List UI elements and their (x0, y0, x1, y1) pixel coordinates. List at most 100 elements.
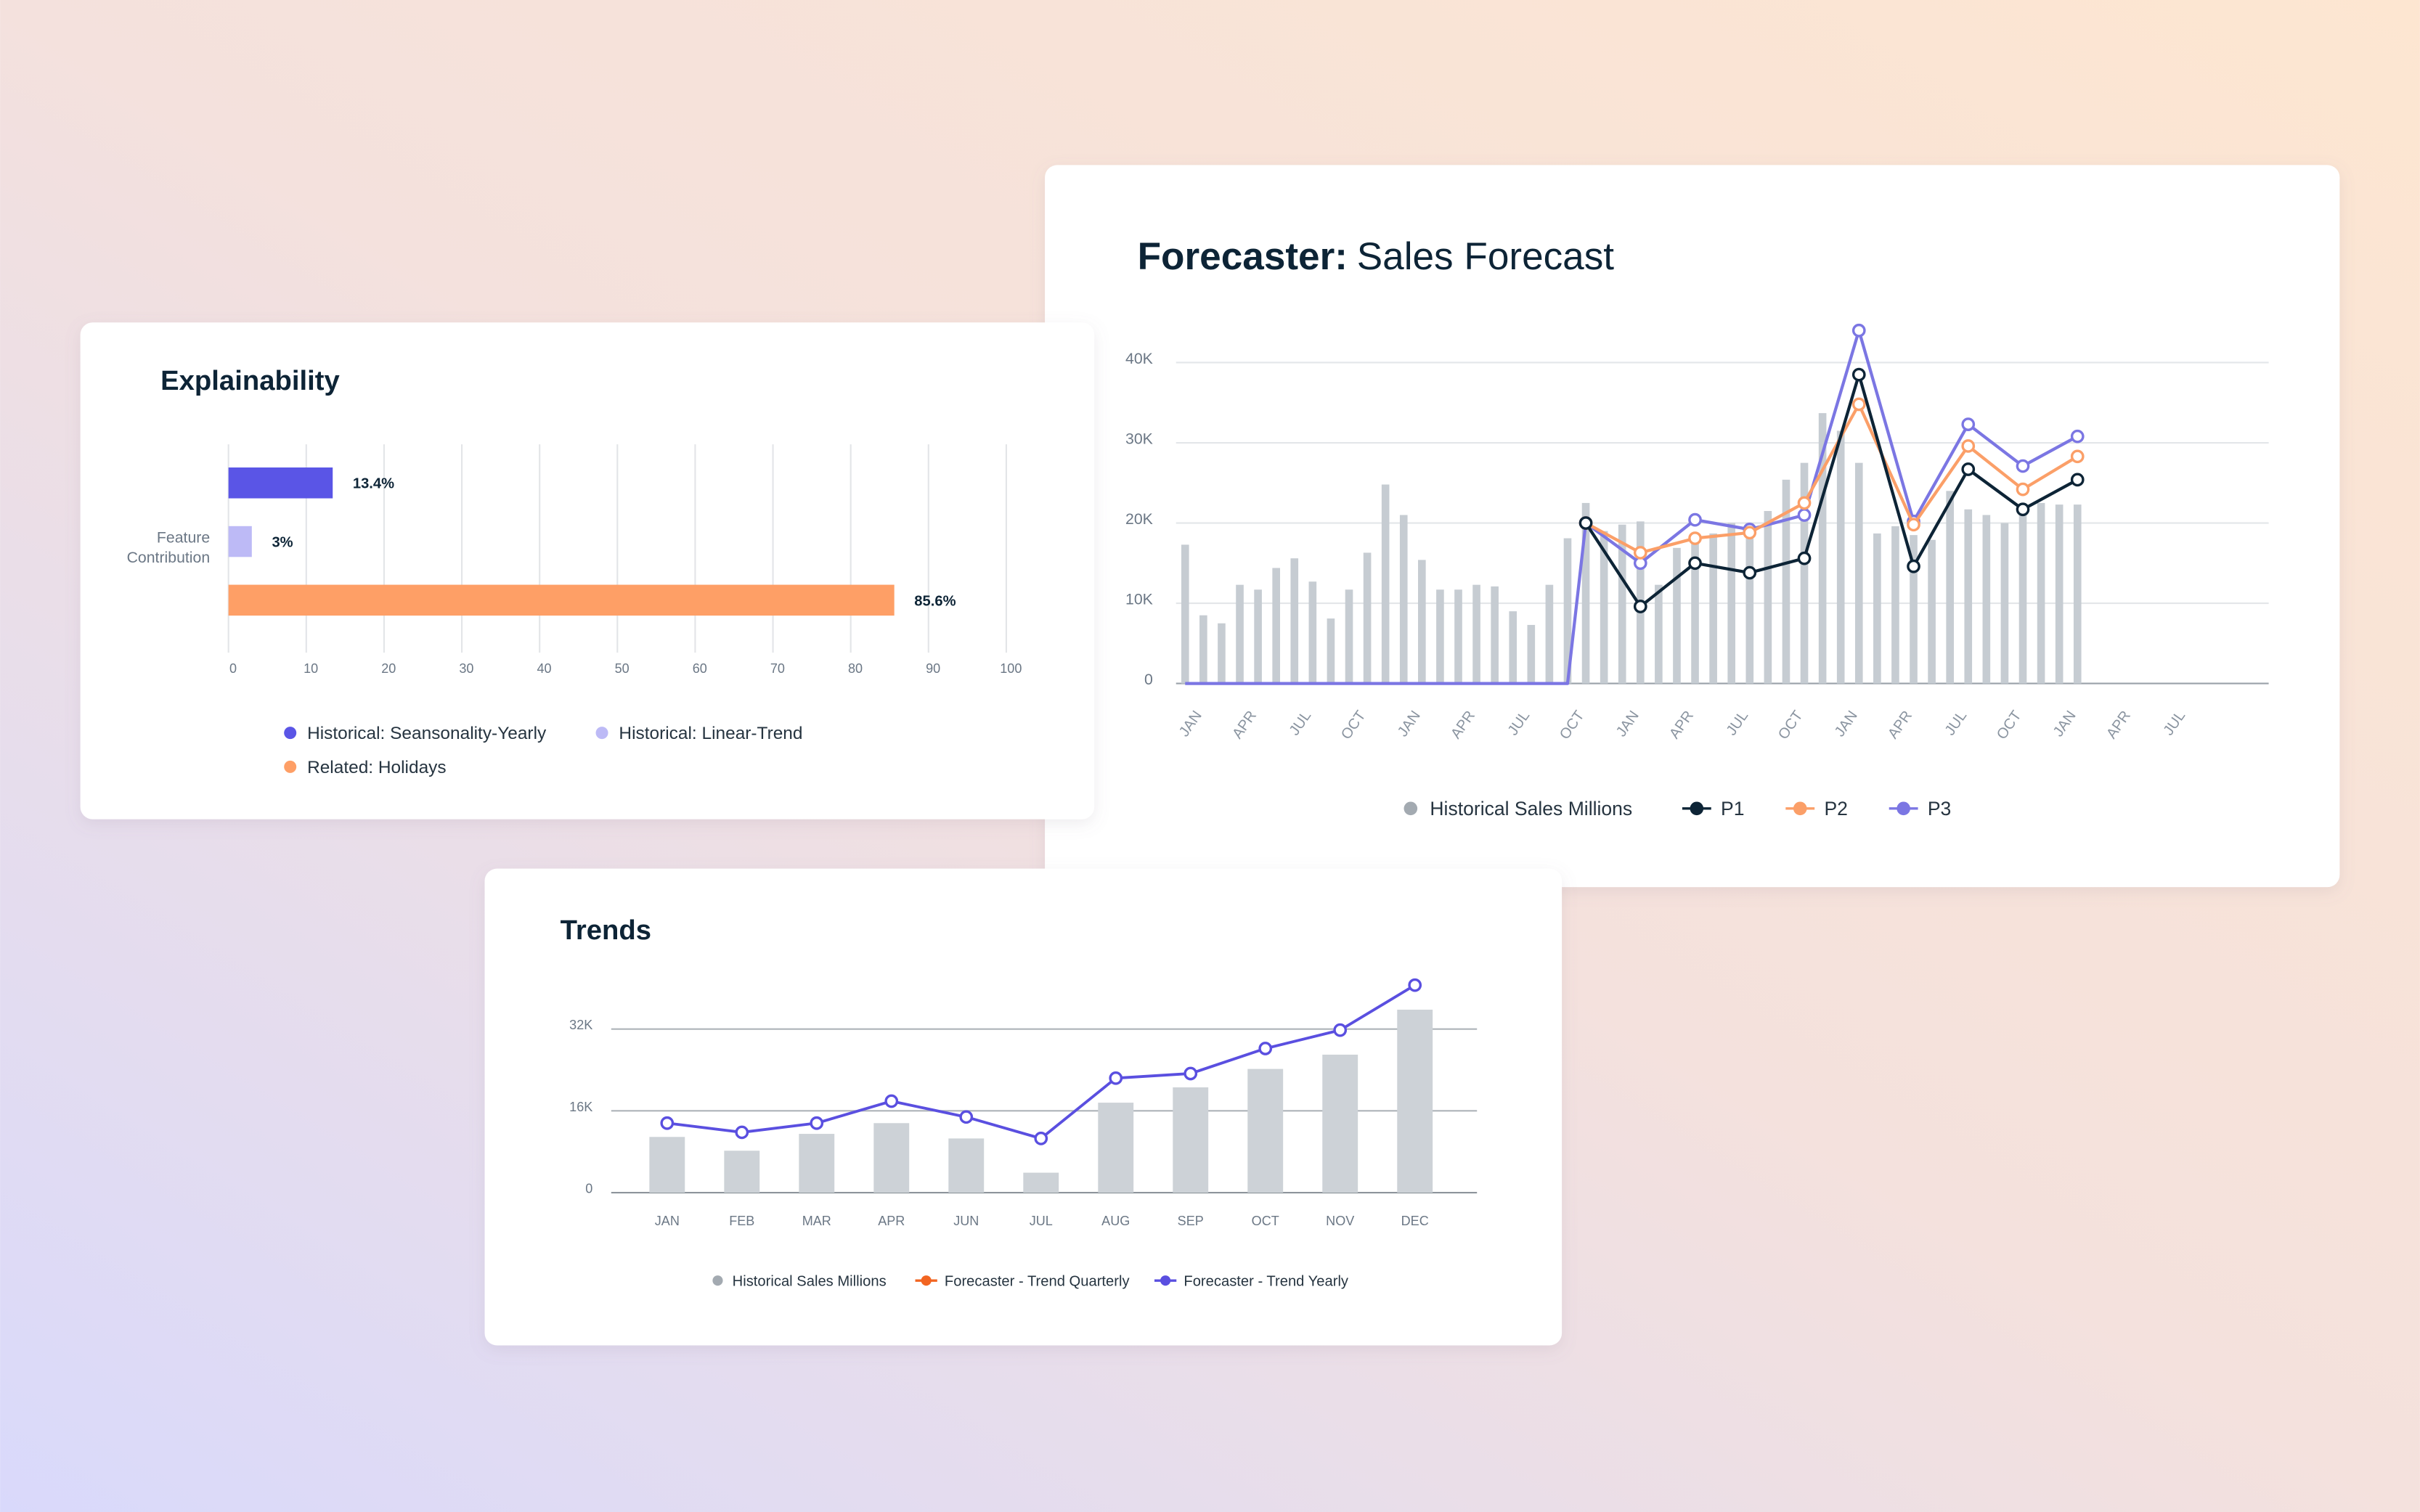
bar (1023, 1172, 1059, 1193)
legend-label: Historical Sales Millions (1430, 798, 1632, 820)
point (1851, 367, 1866, 382)
bar (1982, 515, 1991, 684)
x-tick-label: JUN (953, 1214, 979, 1228)
bar (1946, 491, 1954, 684)
legend-label: Forecaster - Trend Quarterly (945, 1274, 1130, 1290)
bar (1600, 531, 1608, 684)
bar (2073, 504, 2082, 684)
bar (1436, 589, 1444, 684)
bar (1581, 502, 1590, 684)
legend-label: P1 (1721, 798, 1744, 820)
bar (1491, 586, 1499, 684)
point (1034, 1132, 1048, 1145)
bar (1098, 1103, 1134, 1193)
point (1851, 397, 1866, 412)
x-tick-label: 60 (693, 661, 707, 676)
bar (1563, 538, 1572, 684)
bar (1727, 523, 1736, 684)
legend-marker (284, 760, 297, 773)
bar (1363, 552, 1372, 684)
point (1961, 462, 1976, 476)
x-tick-label: 50 (615, 661, 630, 676)
bar (1381, 484, 1390, 684)
value-label: 13.4% (353, 476, 394, 492)
y-axis-label: Feature (157, 528, 210, 546)
x-tick-label: NOV (1326, 1214, 1354, 1228)
bar (1308, 581, 1317, 684)
point (2070, 429, 2085, 444)
legend-label: Related: Holidays (307, 758, 447, 777)
bar (1709, 533, 1717, 684)
point (1688, 556, 1702, 571)
bar (649, 1137, 685, 1193)
x-tick-label: 40 (537, 661, 552, 676)
point (1961, 439, 1976, 453)
point (1109, 1071, 1123, 1085)
y-tick-label: 20K (1125, 510, 1153, 528)
y-tick-label: 0 (1144, 671, 1153, 688)
point (1797, 496, 1812, 510)
bar (1873, 533, 1881, 684)
point (1743, 565, 1757, 580)
bar (2018, 513, 2027, 684)
chart-title: Explainability (160, 365, 340, 396)
bar (1399, 515, 1408, 684)
bar (1854, 462, 1863, 684)
bar (1910, 535, 1918, 684)
legend-marker (921, 1275, 932, 1286)
legend-marker (1690, 801, 1704, 816)
bar (1673, 547, 1681, 684)
point (1183, 1066, 1198, 1081)
bar (724, 1151, 760, 1193)
bar (1545, 584, 1554, 684)
x-tick-label: 80 (848, 661, 863, 676)
bar (228, 467, 333, 499)
legend-label: Historical: Linear-Trend (619, 724, 802, 743)
bar (1836, 430, 1845, 684)
legend-marker (712, 1275, 723, 1286)
y-tick-label: 0 (585, 1182, 592, 1196)
bar (2055, 504, 2063, 684)
y-axis-label: Contribution (127, 549, 211, 566)
bar (1322, 1054, 1358, 1193)
x-tick-label: APR (878, 1214, 905, 1228)
x-tick-label: AUG (1101, 1214, 1130, 1228)
x-tick-label: FEB (729, 1214, 754, 1228)
value-label: 85.6% (914, 593, 956, 609)
x-tick-label: 0 (229, 661, 237, 676)
bar (948, 1138, 985, 1193)
bar (1782, 479, 1790, 684)
bar (1327, 618, 1335, 684)
y-tick-label: 16K (569, 1100, 592, 1114)
card (1045, 165, 2340, 888)
chart-title: Trends (561, 915, 651, 946)
bar (1345, 589, 1353, 684)
x-tick-label: DEC (1401, 1214, 1429, 1228)
x-tick-label: SEP (1178, 1214, 1204, 1228)
point (1688, 531, 1702, 545)
point (1907, 518, 1920, 532)
line (1584, 372, 2079, 608)
point (2070, 473, 2085, 487)
point (1633, 546, 1647, 560)
bar (1818, 413, 1827, 684)
y-tick-label: 32K (569, 1018, 592, 1032)
point (2016, 502, 2030, 517)
bar (1181, 544, 1189, 684)
chart-title: Forecaster: Sales Forecast (1138, 235, 1615, 278)
explainability-card: Explainability 0 10 20 30 40 50 60 70 80 90 100 Fea… (80, 322, 1095, 820)
legend-marker (1793, 801, 1807, 816)
bar (1199, 615, 1207, 684)
x-tick-label: 70 (770, 661, 785, 676)
legend-marker (1403, 801, 1418, 816)
bar (1928, 539, 1936, 684)
x-tick-label: OCT (1252, 1214, 1279, 1228)
bar (1454, 589, 1462, 684)
point (1578, 516, 1593, 530)
point (1333, 1023, 1348, 1037)
point (2016, 482, 2030, 496)
bar (2000, 523, 2009, 684)
point (1851, 323, 1866, 338)
legend-marker (1160, 1275, 1171, 1286)
